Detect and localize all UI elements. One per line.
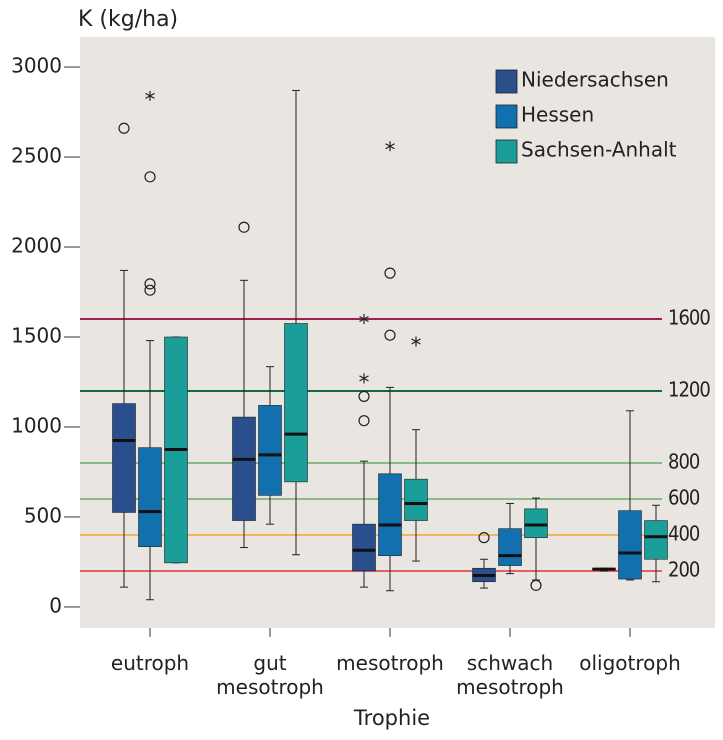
reference-label: 1600 bbox=[668, 306, 710, 330]
box bbox=[498, 528, 522, 566]
box bbox=[524, 508, 548, 538]
outlier bbox=[478, 532, 490, 544]
box bbox=[258, 405, 282, 496]
legend-label: Niedersachsen bbox=[521, 68, 669, 92]
legend-label: Sachsen-Anhalt bbox=[521, 138, 677, 162]
x-tick-label: schwach mesotroph bbox=[456, 651, 564, 699]
extreme bbox=[145, 90, 155, 101]
box bbox=[378, 473, 402, 556]
extreme bbox=[411, 336, 421, 347]
outlier bbox=[358, 415, 370, 427]
x-tick-label: eutroph bbox=[111, 651, 189, 675]
legend-swatch bbox=[495, 104, 518, 129]
outlier bbox=[384, 329, 396, 341]
x-axis-label: Trophie bbox=[353, 706, 430, 730]
y-axis-label: K (kg/ha) bbox=[78, 7, 178, 32]
y-tick-label: 500 bbox=[24, 503, 62, 527]
reference-label: 200 bbox=[668, 557, 700, 581]
extreme bbox=[359, 373, 369, 384]
outlier bbox=[530, 579, 542, 591]
y-tick-label: 3000 bbox=[11, 54, 62, 78]
x-tick-label: oligotroph bbox=[579, 651, 681, 675]
outlier bbox=[238, 221, 250, 233]
box bbox=[138, 447, 162, 547]
box bbox=[232, 416, 256, 521]
box bbox=[112, 403, 136, 513]
reference-label: 600 bbox=[668, 485, 700, 509]
box bbox=[352, 523, 376, 572]
y-tick-label: 1500 bbox=[11, 323, 62, 347]
extreme bbox=[385, 141, 395, 152]
outlier bbox=[118, 122, 130, 134]
x-tick-label: mesotroph bbox=[336, 651, 444, 675]
reference-label: 400 bbox=[668, 521, 700, 545]
extreme bbox=[359, 314, 369, 325]
outlier bbox=[358, 390, 370, 402]
legend-swatch bbox=[495, 139, 518, 164]
box bbox=[644, 520, 668, 560]
reference-label: 800 bbox=[668, 449, 700, 473]
box bbox=[284, 323, 308, 483]
y-tick-label: 1000 bbox=[11, 413, 62, 437]
y-tick-label: 0 bbox=[49, 593, 62, 617]
legend-swatch bbox=[495, 69, 518, 94]
x-tick-label: gut mesotroph bbox=[216, 651, 324, 699]
y-tick-label: 2500 bbox=[11, 144, 62, 168]
outlier bbox=[144, 278, 156, 290]
box bbox=[404, 478, 428, 521]
legend-label: Hessen bbox=[521, 103, 594, 127]
outlier bbox=[144, 171, 156, 183]
reference-label: 1200 bbox=[668, 377, 710, 401]
outlier bbox=[144, 284, 156, 296]
box bbox=[618, 510, 642, 580]
outlier bbox=[384, 267, 396, 279]
y-tick-label: 2000 bbox=[11, 234, 62, 258]
